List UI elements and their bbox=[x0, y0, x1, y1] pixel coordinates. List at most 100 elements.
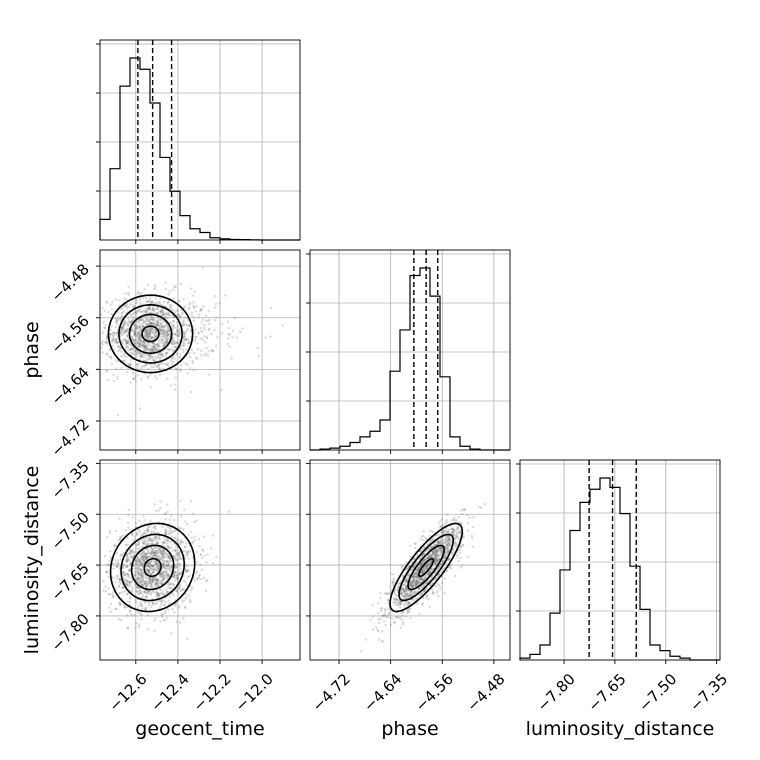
scatter-point bbox=[143, 582, 147, 586]
scatter-point bbox=[157, 599, 161, 603]
scatter-point bbox=[151, 550, 154, 553]
scatter-point bbox=[138, 573, 141, 577]
scatter-point bbox=[171, 332, 175, 336]
scatter-point bbox=[133, 535, 136, 538]
scatter-point bbox=[142, 537, 145, 540]
scatter-point bbox=[126, 341, 130, 345]
scatter-point bbox=[153, 346, 157, 350]
scatter-point bbox=[147, 569, 151, 572]
scatter-point bbox=[173, 342, 176, 346]
scatter-point bbox=[159, 309, 163, 313]
scatter-point bbox=[160, 329, 163, 332]
scatter-point bbox=[144, 574, 147, 577]
scatter-point bbox=[204, 340, 207, 344]
scatter-point bbox=[450, 527, 454, 530]
scatter-point bbox=[133, 332, 137, 336]
scatter-point bbox=[379, 609, 383, 613]
scatter-point bbox=[151, 319, 155, 322]
scatter-point bbox=[438, 584, 441, 587]
scatter-point bbox=[116, 331, 119, 335]
scatter-point bbox=[128, 600, 132, 604]
scatter-point bbox=[104, 590, 108, 593]
scatter-point bbox=[167, 532, 171, 536]
scatter-point bbox=[129, 364, 132, 368]
scatter-point bbox=[142, 583, 146, 586]
scatter-point bbox=[173, 579, 176, 582]
scatter-point bbox=[239, 330, 242, 334]
scatter-point bbox=[178, 554, 181, 558]
scatter-point bbox=[203, 335, 206, 338]
scatter-point bbox=[173, 611, 176, 614]
scatter-point bbox=[168, 333, 171, 336]
scatter-point bbox=[151, 579, 155, 583]
scatter-point bbox=[104, 585, 107, 588]
scatter-point bbox=[471, 537, 474, 540]
scatter-point bbox=[150, 350, 154, 353]
scatter-point bbox=[135, 562, 139, 566]
scatter-point bbox=[159, 311, 162, 314]
scatter-point bbox=[139, 562, 143, 566]
scatter-point bbox=[150, 336, 154, 340]
scatter-point bbox=[144, 311, 148, 314]
scatter-point bbox=[159, 324, 162, 327]
scatter-point bbox=[136, 341, 140, 345]
scatter-point bbox=[141, 340, 144, 344]
scatter-point bbox=[437, 594, 440, 598]
scatter-point bbox=[126, 334, 130, 338]
scatter-point bbox=[156, 320, 160, 323]
scatter-point bbox=[148, 322, 152, 326]
scatter-point bbox=[208, 318, 211, 321]
scatter-point bbox=[121, 327, 124, 330]
scatter-point bbox=[164, 331, 168, 334]
scatter-point bbox=[401, 586, 405, 590]
scatter-point bbox=[192, 306, 196, 309]
scatter-point bbox=[170, 356, 173, 359]
scatter-point bbox=[117, 317, 120, 320]
scatter-point bbox=[177, 334, 181, 338]
scatter-point bbox=[145, 348, 149, 351]
scatter-point bbox=[141, 296, 145, 299]
scatter-point bbox=[215, 555, 218, 559]
scatter-point bbox=[235, 336, 239, 339]
scatter-point bbox=[125, 572, 129, 575]
scatter-point bbox=[163, 536, 166, 540]
scatter-point bbox=[177, 332, 180, 335]
scatter-point bbox=[439, 549, 442, 552]
scatter-point bbox=[173, 388, 177, 391]
scatter-point bbox=[135, 350, 138, 353]
scatter-point bbox=[120, 618, 123, 622]
scatter-point bbox=[184, 348, 187, 351]
scatter-point bbox=[167, 329, 171, 332]
scatter-point bbox=[162, 540, 165, 544]
scatter-point bbox=[169, 582, 172, 586]
scatter-point bbox=[201, 318, 205, 322]
scatter-point bbox=[148, 552, 152, 555]
scatter-point bbox=[173, 345, 176, 349]
scatter-point bbox=[196, 348, 200, 351]
ytick-label-luminosity_distance-0: −7.80 bbox=[48, 610, 93, 655]
scatter-point bbox=[115, 575, 118, 578]
scatter-point bbox=[176, 576, 179, 579]
scatter-point bbox=[162, 553, 165, 556]
scatter-point bbox=[144, 329, 147, 332]
scatter-point bbox=[149, 349, 153, 352]
scatter-point bbox=[122, 563, 126, 566]
scatter-point bbox=[152, 331, 155, 334]
scatter-point bbox=[167, 575, 170, 578]
xaxis-label-geocent_time: geocent_time bbox=[135, 718, 264, 740]
scatter-point bbox=[182, 344, 185, 347]
histogram-geocent_time bbox=[99, 57, 300, 241]
scatter-point bbox=[175, 333, 179, 337]
xtick-label-phase-0: −4.72 bbox=[309, 670, 354, 715]
scatter-point bbox=[201, 338, 204, 341]
scatter-point bbox=[150, 552, 153, 555]
scatter-point bbox=[371, 628, 375, 632]
scatter-point bbox=[187, 569, 190, 572]
scatter-point bbox=[191, 540, 195, 544]
scatter-point bbox=[137, 568, 141, 571]
scatter-point bbox=[467, 555, 470, 558]
scatter-point bbox=[143, 309, 146, 313]
scatter-point bbox=[192, 368, 195, 372]
scatter-point bbox=[139, 327, 143, 331]
scatter-point bbox=[182, 342, 185, 345]
